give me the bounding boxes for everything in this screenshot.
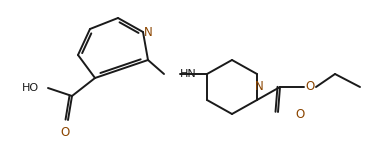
Text: O: O [306, 81, 315, 93]
Text: N: N [144, 26, 152, 39]
Text: HN: HN [180, 69, 197, 79]
Text: O: O [295, 108, 305, 120]
Text: O: O [60, 126, 70, 138]
Text: HO: HO [21, 83, 38, 93]
Text: N: N [255, 81, 263, 93]
